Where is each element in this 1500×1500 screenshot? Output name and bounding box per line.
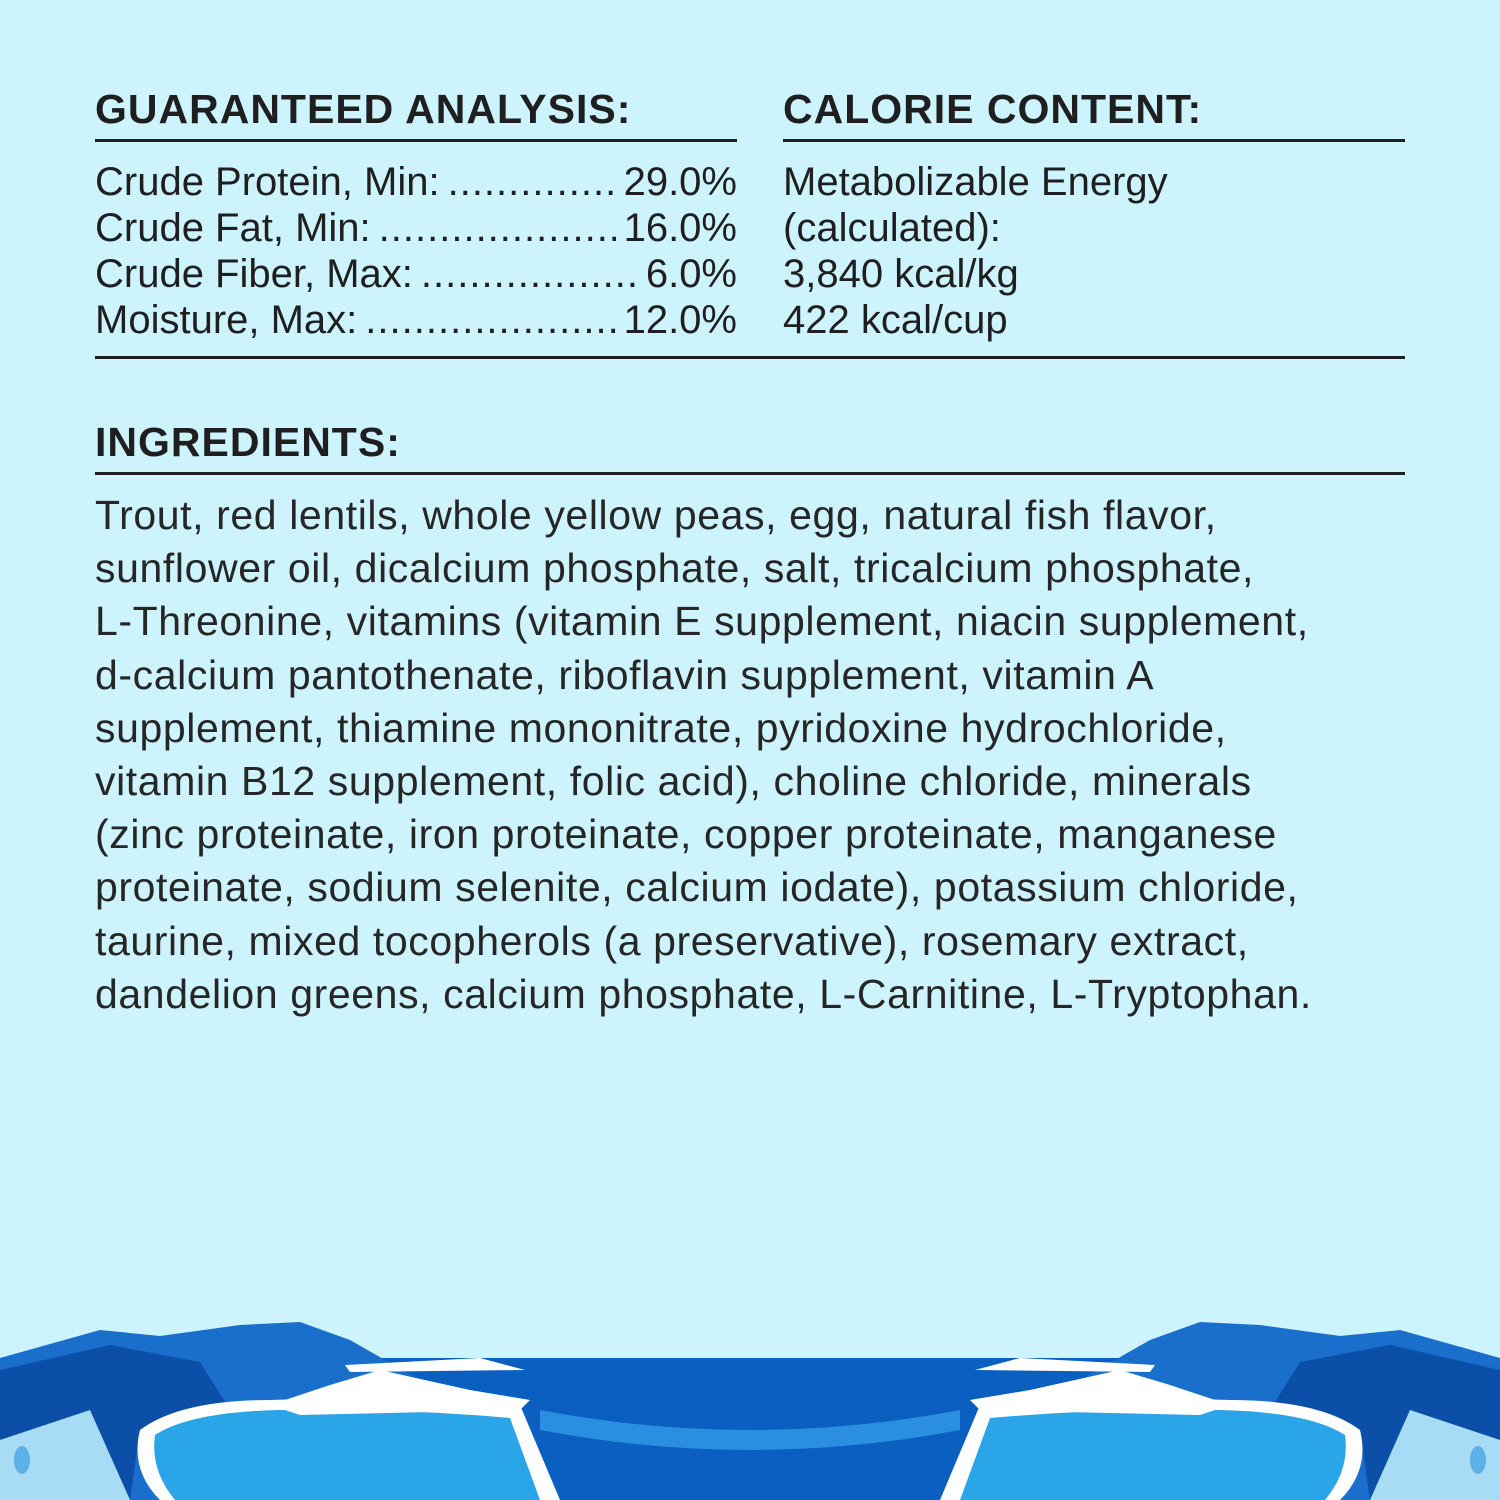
ingredients-line: dandelion greens, calcium phosphate, L-C… (95, 970, 1312, 1017)
analysis-value: 12.0% (623, 298, 737, 342)
analysis-row: Moisture, Max: 12.0% (95, 297, 737, 343)
analysis-label: Crude Fat, Min: (95, 206, 371, 250)
ingredients-line: d-calcium pantothenate, riboflavin suppl… (95, 651, 1155, 698)
ingredients-line: proteinate, sodium selenite, calcium iod… (95, 864, 1299, 911)
analysis-row: Crude Protein, Min: 29.0% (95, 159, 737, 205)
analysis-row: Crude Fiber, Max: 6.0% (95, 251, 737, 297)
analysis-label: Moisture, Max: (95, 298, 358, 342)
ingredients-line: (zinc proteinate, iron proteinate, coppe… (95, 811, 1277, 858)
calorie-line: Metabolizable Energy (783, 160, 1168, 204)
divider (95, 472, 1405, 475)
guaranteed-analysis-table: Crude Protein, Min: 29.0% Crude Fat, Min:… (95, 159, 737, 343)
ingredients-line: L-Threonine, vitamins (vitamin E supplem… (95, 598, 1309, 645)
divider (95, 139, 737, 142)
analysis-value: 16.0% (623, 206, 737, 250)
calorie-line: 3,840 kcal/kg (783, 252, 1019, 296)
analysis-row: Crude Fat, Min: 16.0% (95, 205, 737, 251)
calorie-line: 422 kcal/cup (783, 298, 1008, 342)
glacier-bay-illustration (0, 1322, 1500, 1500)
ingredients-line: taurine, mixed tocopherols (a preservati… (95, 917, 1249, 964)
analysis-value: 29.0% (623, 160, 737, 204)
divider (95, 356, 1405, 359)
ingredients-line: Trout, red lentils, whole yellow peas, e… (95, 492, 1217, 538)
analysis-label: Crude Fiber, Max: (95, 252, 413, 296)
analysis-label: Crude Protein, Min: (95, 160, 440, 204)
calorie-content-title: CALORIE CONTENT: (783, 86, 1203, 132)
guaranteed-analysis-title: GUARANTEED ANALYSIS: (95, 86, 632, 132)
divider (783, 139, 1405, 142)
ingredients-line: supplement, thiamine mononitrate, pyrido… (95, 704, 1227, 751)
analysis-value: 6.0% (645, 252, 737, 296)
ingredients-title: INGREDIENTS: (95, 419, 401, 465)
ingredients-line: sunflower oil, dicalcium phosphate, salt… (95, 545, 1255, 592)
calorie-content-lines: Metabolizable Energy (calculated): 3,840… (783, 159, 1168, 343)
calorie-line: (calculated): (783, 206, 1001, 250)
ingredients-list: Trout, red lentils, whole yellow peas, e… (95, 489, 1312, 1021)
ingredients-line: vitamin B12 supplement, folic acid), cho… (95, 758, 1252, 805)
